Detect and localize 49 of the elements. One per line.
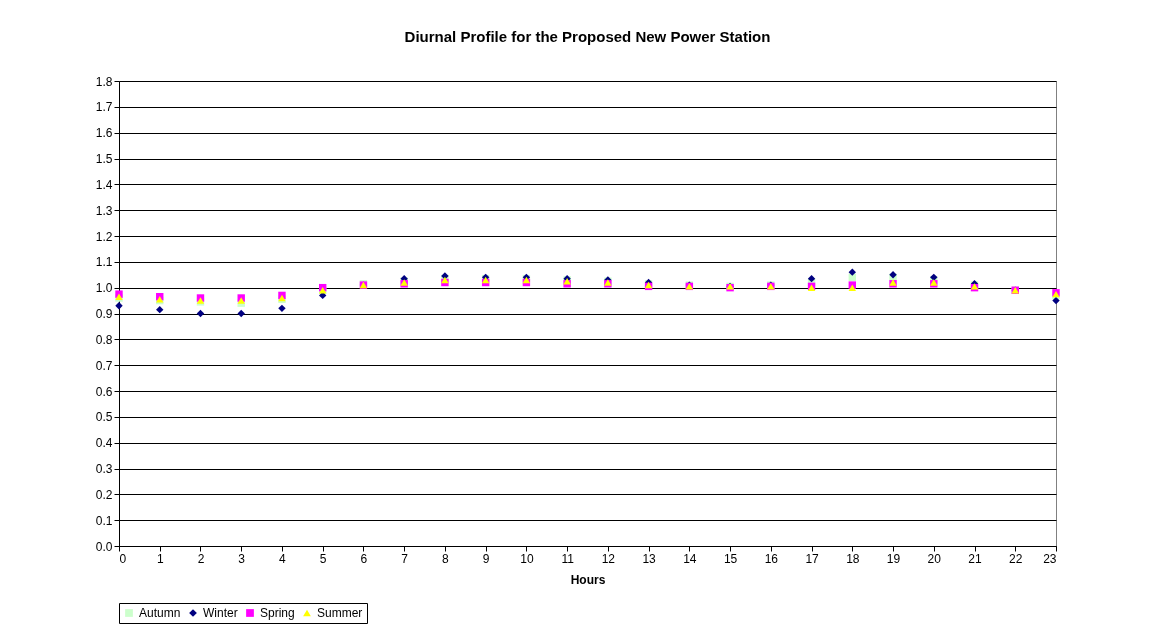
y-tick-label: 1.4 bbox=[95, 177, 113, 192]
y-tick-label: 1.6 bbox=[95, 126, 113, 141]
chart-title: Diurnal Profile for the Proposed New Power Station bbox=[404, 28, 771, 45]
x-tick-label: 4 bbox=[279, 551, 287, 566]
x-axis-title: Hours bbox=[570, 572, 606, 587]
x-tick-label: 2 bbox=[197, 551, 205, 566]
x-tick-label: 14 bbox=[683, 551, 697, 566]
x-tick-label: 3 bbox=[238, 551, 246, 566]
legend-label: Autumn bbox=[139, 606, 181, 620]
y-tick-label: 1.5 bbox=[95, 152, 113, 166]
y-tick-label: 0.1 bbox=[95, 513, 113, 528]
y-tick-label: 0.5 bbox=[95, 410, 113, 425]
legend-label: Winter bbox=[203, 606, 238, 620]
x-tick-label: 7 bbox=[401, 551, 409, 566]
x-tick-label: 12 bbox=[601, 551, 616, 566]
y-tick-label: 0.0 bbox=[95, 539, 113, 554]
y-tick-label: 1.8 bbox=[95, 74, 113, 89]
y-tick-label: 1.1 bbox=[95, 255, 113, 270]
y-tick-label: 1.7 bbox=[95, 100, 113, 115]
x-tick-label: 15 bbox=[723, 551, 738, 566]
x-tick-label: 17 bbox=[805, 551, 820, 566]
legend-label: Spring bbox=[260, 606, 295, 620]
x-tick-label: 21 bbox=[968, 551, 983, 566]
x-tick-label: 23 bbox=[1043, 551, 1057, 566]
x-tick-label: 11 bbox=[561, 551, 575, 566]
x-tick-label: 8 bbox=[442, 551, 450, 566]
y-tick-label: 0.2 bbox=[95, 487, 113, 502]
x-tick-label: 5 bbox=[319, 551, 327, 566]
x-tick-label: 13 bbox=[642, 551, 657, 566]
y-tick-label: 0.8 bbox=[95, 332, 113, 347]
y-tick-label: 1.3 bbox=[95, 203, 113, 218]
x-tick-label: 0 bbox=[119, 551, 127, 566]
x-tick-label: 10 bbox=[520, 551, 534, 566]
y-tick-label: 0.9 bbox=[95, 307, 113, 321]
legend-label: Summer bbox=[317, 606, 363, 620]
y-tick-label: 1.2 bbox=[95, 229, 113, 244]
y-tick-label: 0.3 bbox=[95, 462, 113, 476]
x-tick-label: 19 bbox=[886, 551, 901, 566]
x-tick-label: 20 bbox=[927, 551, 942, 566]
x-tick-label: 18 bbox=[846, 551, 860, 566]
y-tick-label: 1.0 bbox=[95, 281, 113, 296]
y-tick-label: 0.6 bbox=[95, 384, 113, 399]
x-tick-label: 9 bbox=[482, 551, 490, 566]
x-tick-label: 22 bbox=[1009, 551, 1023, 566]
x-tick-label: 1 bbox=[156, 551, 164, 566]
x-tick-label: 6 bbox=[360, 551, 368, 566]
y-tick-label: 0.4 bbox=[95, 436, 113, 451]
y-tick-label: 0.7 bbox=[95, 358, 113, 373]
x-tick-label: 16 bbox=[764, 551, 779, 566]
